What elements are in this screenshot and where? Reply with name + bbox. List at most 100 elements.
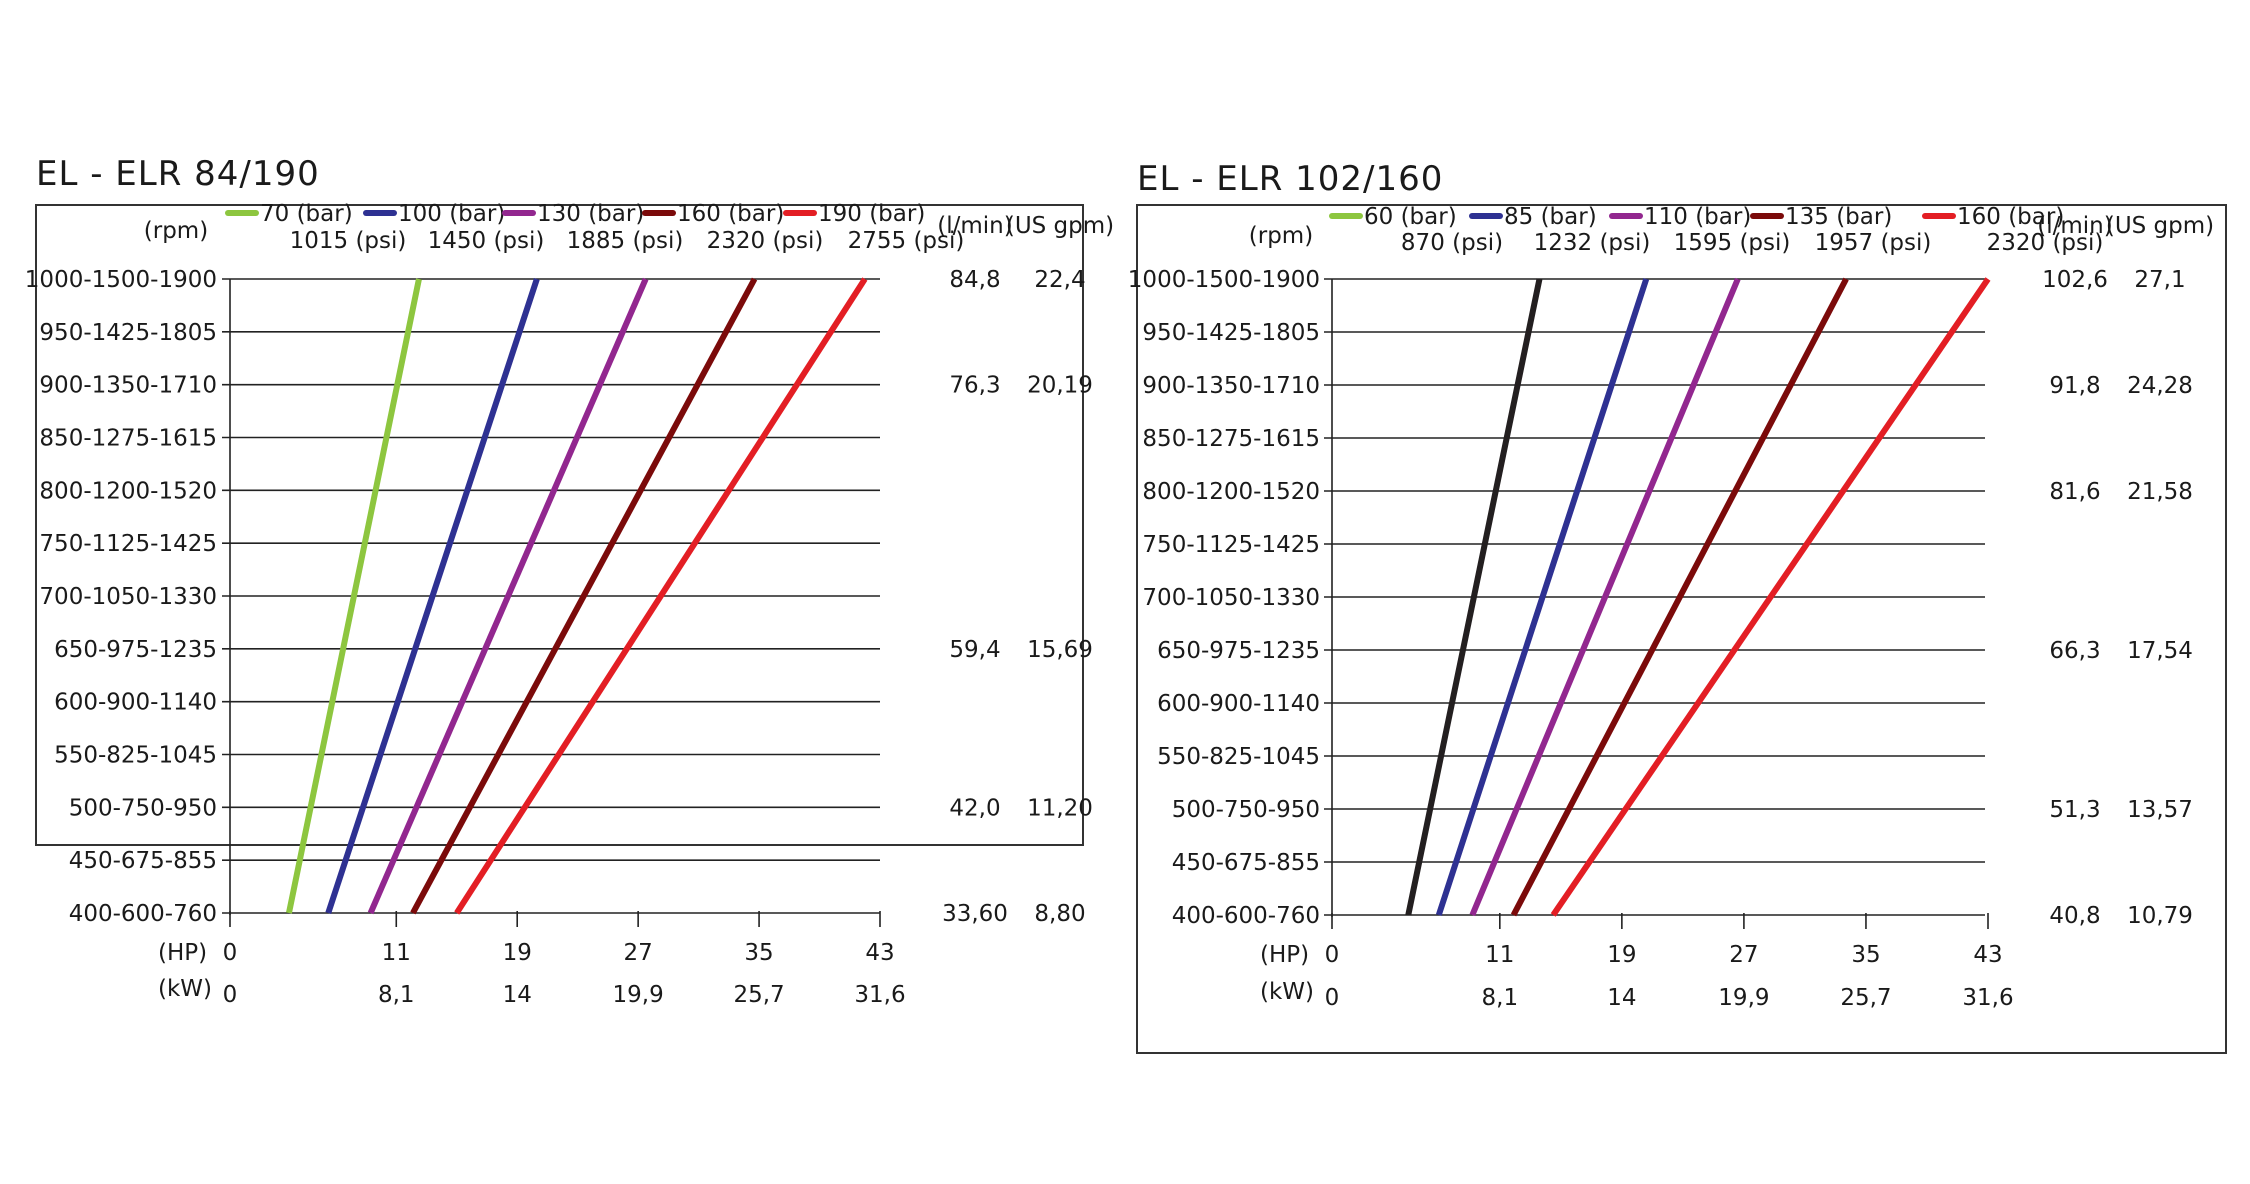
flow-value-lmin: 40,8 [2049,903,2100,929]
series-line [325,278,540,914]
legend-label-psi: 1450 (psi) [428,228,545,254]
series-line [1405,278,1543,916]
chart-frame [1136,204,2227,1054]
y-tick-label: 850-1275-1615 [1142,426,1320,452]
y-tick-label: 750-1125-1425 [39,531,217,557]
flow-value-lmin: 51,3 [2049,797,2100,823]
flow-value-lmin: 81,6 [2049,479,2100,505]
y-tick-label: 800-1200-1520 [39,478,217,504]
flow-value-usgpm: 21,58 [2127,479,2193,505]
series-line [1469,277,1741,917]
y-tick-label: 600-900-1140 [54,690,217,716]
flow-header-lmin: (l/min) [2037,213,2112,239]
flow-value-usgpm: 15,69 [1027,637,1093,663]
y-tick-label: 900-1350-1710 [39,373,217,399]
legend-label-psi: 1232 (psi) [1534,230,1651,256]
x-axis-label-hp: (HP) [158,940,207,966]
flow-value-usgpm: 17,54 [2127,638,2193,664]
legend-label-psi: 1595 (psi) [1674,230,1791,256]
legend-label-bar: 70 (bar) [260,201,353,227]
legend-label-bar: 110 (bar) [1644,204,1751,230]
chart-title: EL - ELR 84/190 [36,154,320,194]
flow-value-usgpm: 24,28 [2127,373,2193,399]
x-tick-label-kw: 25,7 [733,982,784,1008]
legend-label-bar: 135 (bar) [1785,204,1892,230]
y-tick-label: 700-1050-1330 [1142,585,1320,611]
y-tick-label: 600-900-1140 [1157,691,1320,717]
x-axis-label-kw: (kW) [1260,979,1314,1005]
series-line [410,277,758,915]
legend-label-psi: 870 (psi) [1401,230,1503,256]
x-tick-label-kw: 14 [1607,985,1636,1011]
x-axis-label-kw: (kW) [158,976,212,1002]
series-line [1550,277,1991,917]
x-tick-label-kw: 25,7 [1840,985,1891,1011]
x-tick-label-hp: 11 [1485,942,1514,968]
flow-value-lmin: 102,6 [2042,267,2108,293]
x-tick-label-kw: 8,1 [378,982,415,1008]
y-tick-label: 950-1425-1805 [39,320,217,346]
legend-label-psi: 2320 (psi) [707,228,824,254]
x-tick-label-hp: 27 [623,940,652,966]
legend-label-psi: 1885 (psi) [567,228,684,254]
flow-value-lmin: 59,4 [949,637,1000,663]
flow-value-usgpm: 13,57 [2127,797,2193,823]
x-tick-label-hp: 0 [1325,942,1340,968]
series-line [367,277,649,915]
y-tick-label: 900-1350-1710 [1142,373,1320,399]
y-tick-label: 650-975-1235 [1157,638,1320,664]
flow-value-usgpm: 11,20 [1027,795,1093,821]
legend-label-bar: 85 (bar) [1504,204,1597,230]
x-tick-label-kw: 19,9 [613,982,664,1008]
legend-label-bar: 60 (bar) [1364,204,1457,230]
chart-panel-1: EL - ELR 84/190 (rpm) 400-600-760 450-675-8… [25,154,1114,1008]
y-tick-label: 500-750-950 [1172,797,1320,823]
flow-value-lmin: 66,3 [2049,638,2100,664]
series-line [286,278,422,914]
flow-value-usgpm: 22,4 [1034,267,1085,293]
y-tick-label: 550-825-1045 [54,743,217,769]
x-tick-label-hp: 43 [865,940,894,966]
x-tick-label-hp: 19 [503,940,532,966]
legend-label-psi: 1957 (psi) [1815,230,1932,256]
chart-panel-2: EL - ELR 102/160 (rpm) 400-600-760 450-675-… [1128,159,2227,1054]
x-tick-label-kw: 14 [503,982,532,1008]
x-tick-label-kw: 0 [223,982,238,1008]
flow-value-lmin: 91,8 [2049,373,2100,399]
y-axis-label: (rpm) [1249,223,1313,249]
legend-label-bar: 100 (bar) [398,201,505,227]
series-line [1510,277,1849,917]
flow-value-lmin: 84,8 [949,267,1000,293]
x-tick-label-kw: 0 [1325,985,1340,1011]
y-tick-label: 400-600-760 [1172,903,1320,929]
y-axis-label: (rpm) [144,218,208,244]
legend-label-psi: 2320 (psi) [1987,230,2104,256]
flow-value-lmin: 76,3 [949,373,1000,399]
y-tick-label: 400-600-760 [69,901,217,927]
y-tick-label: 1000-1500-1900 [25,267,217,293]
y-tick-label: 700-1050-1330 [39,584,217,610]
legend-label-bar: 160 (bar) [1957,204,2064,230]
flow-value-usgpm: 20,19 [1027,373,1093,399]
x-axis-label-hp: (HP) [1260,942,1309,968]
series-line [1435,278,1650,916]
chart-frame [35,204,1084,846]
y-tick-label: 650-975-1235 [54,637,217,663]
x-tick-label-hp: 0 [223,940,238,966]
y-tick-label: 500-750-950 [69,795,217,821]
x-tick-label-hp: 35 [744,940,773,966]
y-tick-label: 450-675-855 [69,848,217,874]
flow-value-lmin: 33,60 [942,901,1008,927]
legend-label-bar: 130 (bar) [537,201,644,227]
x-tick-label-hp: 27 [1729,942,1758,968]
x-tick-label-kw: 8,1 [1482,985,1519,1011]
y-tick-label: 550-825-1045 [1157,744,1320,770]
flow-value-usgpm: 8,80 [1034,901,1085,927]
x-tick-label-hp: 35 [1851,942,1880,968]
x-tick-label-hp: 19 [1607,942,1636,968]
x-tick-label-kw: 31,6 [854,982,905,1008]
legend-label-psi: 2755 (psi) [848,228,965,254]
flow-header-lmin: (l/min) [937,213,1012,239]
